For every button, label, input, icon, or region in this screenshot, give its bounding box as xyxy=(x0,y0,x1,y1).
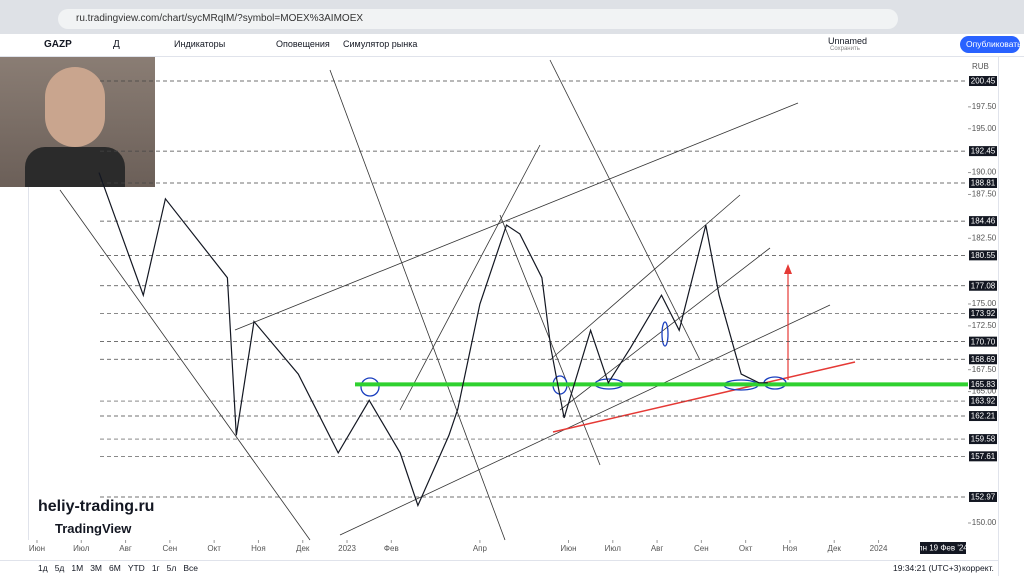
level-label: 162.21 xyxy=(971,412,996,421)
level-box xyxy=(969,216,997,227)
brand: TradingView xyxy=(55,521,132,536)
level-box xyxy=(969,280,997,291)
x-tick-label: Ноя xyxy=(251,544,266,553)
publish-button[interactable] xyxy=(960,36,1020,53)
level-label: 184.46 xyxy=(971,217,996,226)
level-label: 200.45 xyxy=(971,77,996,86)
range-button[interactable]: 6М xyxy=(109,563,121,573)
y-tick-label: 190.00 xyxy=(972,168,997,177)
range-button[interactable]: 1г xyxy=(151,563,160,573)
range-button[interactable]: 1д xyxy=(38,563,48,573)
x-tick-label: Дек xyxy=(828,544,842,553)
level-label: 165.83 xyxy=(971,380,996,389)
x-tick-label: Июн xyxy=(560,544,576,553)
left-toolbar xyxy=(0,187,29,540)
x-tick-label: Окт xyxy=(207,544,221,553)
bottom-bar xyxy=(0,560,998,577)
url: ru.tradingview.com/chart/sycMRqIM/?symbo… xyxy=(76,13,364,24)
level-label: 180.55 xyxy=(971,251,996,260)
level-label: 168.69 xyxy=(971,355,996,364)
level-box xyxy=(969,451,997,462)
layout-name[interactable]: Unnamed xyxy=(828,36,868,46)
level-label: 177.08 xyxy=(971,281,996,290)
level-box xyxy=(969,146,997,157)
date-box xyxy=(920,542,966,554)
x-tick-label: Сен xyxy=(163,544,178,553)
x-tick-label: Окт xyxy=(739,544,753,553)
range-button[interactable]: YTD xyxy=(127,563,145,573)
chart: 197.50 195.00 190.00 187.50 182.50 175.00 172.… xyxy=(29,57,998,554)
x-tick-label: Июл xyxy=(73,544,90,553)
watermark: heliy-trading.ru xyxy=(38,498,155,515)
currency: RUB xyxy=(972,62,989,71)
x-tick-label: Апр xyxy=(473,544,488,553)
level-box xyxy=(969,434,997,445)
date-label: пн 19 Фев '24 xyxy=(918,544,968,553)
level-box xyxy=(969,491,997,502)
level-label: 188.81 xyxy=(971,179,996,188)
x-tick-label: Июл xyxy=(605,544,622,553)
drawings xyxy=(59,59,856,541)
publish[interactable]: Опубликовать xyxy=(966,39,1022,49)
y-tick-label: 197.50 xyxy=(972,102,997,111)
x-tick-label: Ноя xyxy=(783,544,798,553)
save[interactable]: Сохранить xyxy=(830,46,860,52)
level-label: 170.70 xyxy=(971,337,996,346)
level-label: 163.92 xyxy=(971,397,996,406)
indicators[interactable]: Индикаторы xyxy=(174,39,226,49)
y-tick-label: 195.00 xyxy=(972,124,997,133)
range-buttons: 1д 5д 1М 3М 6М YTD 1г 5л Все xyxy=(38,563,205,573)
x-tick-label: Сен xyxy=(694,544,709,553)
x-tick-label: Дек xyxy=(296,544,310,553)
replay[interactable]: Симулятор рынка xyxy=(343,39,418,49)
level-box xyxy=(969,177,997,188)
level-label: 173.92 xyxy=(971,309,996,318)
x-tick-label: 2024 xyxy=(870,544,888,553)
price-line xyxy=(98,172,768,508)
webcam xyxy=(0,57,155,187)
level-box xyxy=(969,250,997,261)
level-box xyxy=(969,76,997,87)
y-tick-label: 172.50 xyxy=(972,321,997,330)
y-tick-label: 165.00 xyxy=(972,387,997,396)
y-tick-label: 167.50 xyxy=(972,365,997,374)
interval[interactable]: Д xyxy=(113,39,120,50)
x-tick-label: 2023 xyxy=(338,544,356,553)
symbol[interactable]: GAZP xyxy=(44,39,72,50)
clock: 19:34:21 (UTC+3) xyxy=(893,563,962,573)
y-tick-label: 187.50 xyxy=(972,190,997,199)
level-label: 159.58 xyxy=(971,435,996,444)
level-label: 157.61 xyxy=(971,452,996,461)
range-button[interactable]: 3М xyxy=(90,563,102,573)
level-box xyxy=(969,308,997,319)
level-label: 192.45 xyxy=(971,147,996,156)
level-label: 152.97 xyxy=(971,493,996,502)
x-tick-label: Июн xyxy=(29,544,45,553)
range-button[interactable]: Все xyxy=(183,563,198,573)
y-tick-label: 182.50 xyxy=(972,233,997,242)
level-box xyxy=(969,396,997,407)
x-tick-label: Авг xyxy=(119,544,132,553)
level-box xyxy=(969,379,997,390)
x-tick-label: Авг xyxy=(651,544,664,553)
toolbar xyxy=(0,34,1024,57)
adjust[interactable]: коррект. xyxy=(962,563,994,573)
level-box xyxy=(969,336,997,347)
right-sidebar xyxy=(998,57,1024,576)
range-button[interactable]: 5д xyxy=(54,563,65,573)
level-box xyxy=(969,354,997,365)
range-button[interactable]: 5л xyxy=(166,563,177,573)
y-tick-label: 175.00 xyxy=(972,299,997,308)
range-button[interactable]: 1М xyxy=(71,563,84,573)
x-tick-label: Фев xyxy=(384,544,399,553)
y-tick-label: 150.00 xyxy=(972,518,997,527)
address-bar[interactable] xyxy=(58,9,898,29)
level-box xyxy=(969,411,997,422)
alerts[interactable]: Оповещения xyxy=(276,39,330,49)
